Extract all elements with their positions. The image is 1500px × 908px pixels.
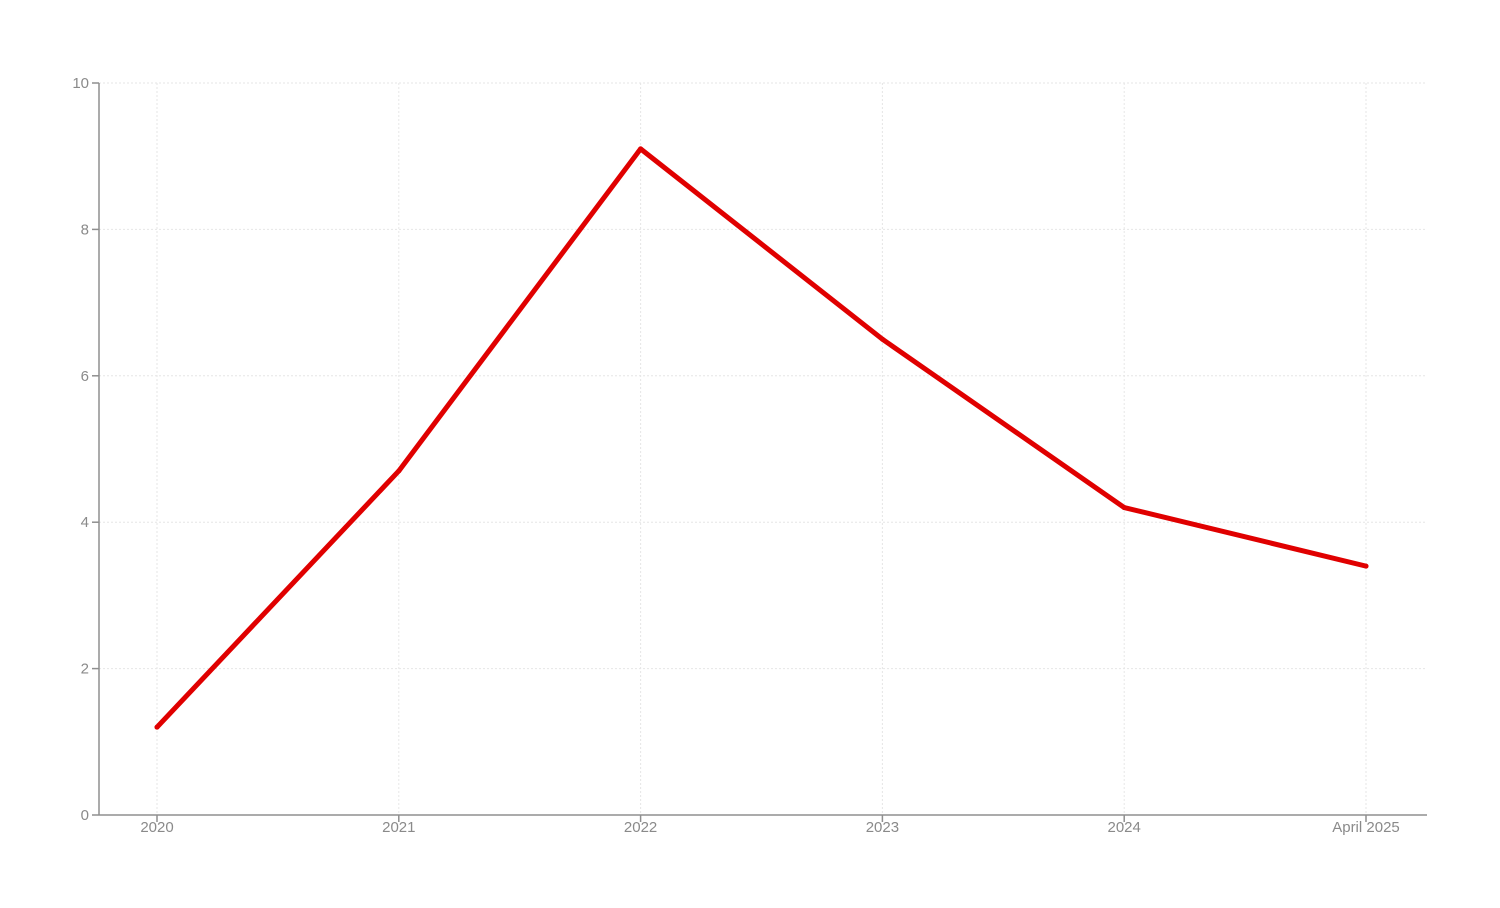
y-tick-label: 8 <box>81 221 89 238</box>
x-tick-label: 2022 <box>624 819 657 836</box>
grid <box>99 82 1427 815</box>
x-tick-label: 2021 <box>382 819 415 836</box>
data-point <box>1121 505 1127 511</box>
data-point <box>154 724 160 730</box>
data-point <box>638 146 644 152</box>
data-point <box>396 468 402 474</box>
y-tick-label: 0 <box>81 807 89 824</box>
x-tick-label: 2023 <box>866 819 899 836</box>
x-tick-label: April 2025 <box>1332 819 1400 836</box>
data-point <box>1363 563 1369 569</box>
y-tick-label: 4 <box>81 514 89 531</box>
y-tick-label: 6 <box>81 368 89 385</box>
x-tick-label: 2024 <box>1108 819 1141 836</box>
data-point <box>879 336 885 342</box>
axes <box>98 83 1427 816</box>
y-tick-label: 10 <box>72 75 89 92</box>
series <box>154 146 1369 730</box>
y-axis-ticks: 0 2 4 6 8 10 <box>72 75 99 824</box>
x-axis-ticks: 2020 2021 2022 2023 2024 April 2025 <box>140 815 1400 836</box>
y-tick-label: 2 <box>81 661 89 678</box>
series-line <box>154 146 1369 730</box>
x-tick-label: 2020 <box>140 819 173 836</box>
